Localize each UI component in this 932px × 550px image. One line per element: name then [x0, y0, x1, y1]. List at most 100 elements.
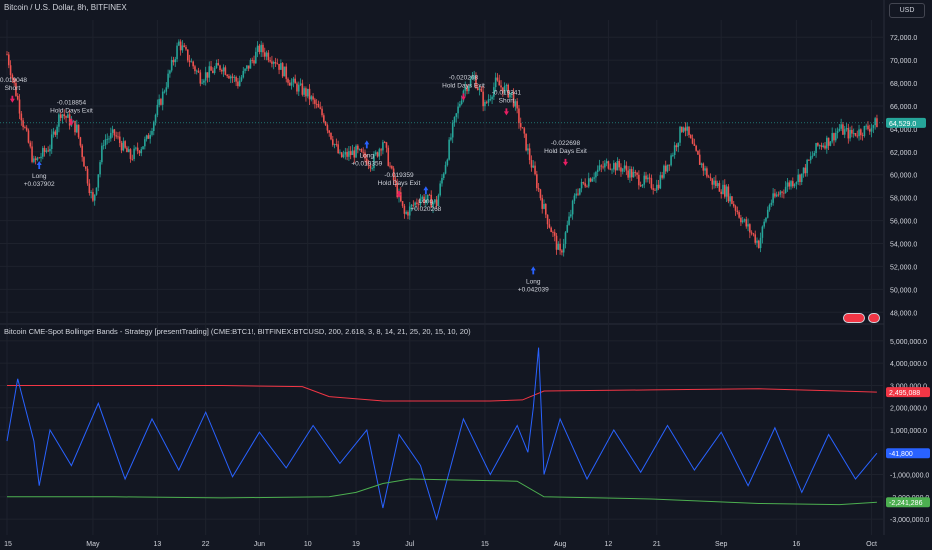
candle-body [691, 138, 694, 144]
candle-body [745, 219, 748, 227]
candle-body [512, 92, 515, 107]
candle-body [455, 113, 458, 117]
candle-body [797, 174, 799, 182]
price-badges: 2,495,088 -41,800 -2,241,286 64,529.0 [0, 117, 930, 508]
indicator-tick-label: 2,000,000.0 [890, 406, 927, 413]
candle-body [580, 182, 583, 189]
candle-body [417, 204, 420, 205]
lower-band-line [7, 478, 877, 506]
candle-body [140, 149, 143, 154]
candle-body [613, 163, 615, 170]
indicator-tick-label: 4,000,000.0 [890, 361, 927, 368]
candle-body [772, 193, 774, 203]
candle-body [550, 227, 552, 233]
candle-body [650, 178, 653, 189]
candle-body [20, 113, 23, 121]
candle-body [681, 126, 683, 132]
candle-body [722, 184, 724, 195]
candle-body [732, 203, 735, 207]
candle-body [59, 114, 62, 118]
upper-band-badge-label: 2,495,088 [889, 390, 920, 397]
candle-body [301, 83, 304, 95]
candle-body [856, 135, 859, 137]
candle-body [466, 86, 468, 92]
candle-body [373, 154, 375, 169]
axes: 72,000.0 70,000.0 68,000.0 66,000.0 64,000.0… [4, 35, 929, 548]
candle-body [16, 95, 19, 100]
candle-body [421, 196, 424, 199]
candle-body [813, 153, 816, 156]
candle-body [340, 152, 343, 158]
candle-body [111, 129, 114, 133]
candle-body [228, 76, 230, 79]
lower-band-badge-label: -2,241,286 [889, 500, 923, 507]
candle-body [659, 175, 662, 189]
candle-body [759, 237, 762, 249]
time-tick-label: Aug [554, 541, 567, 548]
candle-body [799, 174, 801, 182]
candle-body [129, 149, 132, 159]
candle-body [405, 212, 407, 214]
candle-body [396, 182, 399, 197]
candle-body [507, 84, 509, 98]
candle-body [634, 171, 637, 173]
candle-body [607, 161, 610, 169]
candle-body [163, 91, 166, 93]
candle-body [747, 224, 749, 227]
candle-body [596, 169, 599, 173]
marker-label: -0.019359 [384, 172, 414, 179]
candle-body [532, 165, 535, 168]
candle-body [145, 135, 148, 140]
candle-body [740, 217, 742, 223]
time-tick-label: 22 [202, 541, 210, 548]
candle-body [337, 144, 339, 154]
candle-body [428, 194, 431, 196]
candle-body [491, 96, 493, 100]
candle-body [707, 176, 710, 178]
candle-body [83, 157, 85, 167]
candle-body [52, 131, 55, 135]
candle-body [720, 191, 723, 195]
candle-body [468, 86, 470, 92]
candle-body [464, 86, 467, 91]
candle-body [766, 209, 769, 218]
candle-body [638, 174, 640, 186]
time-tick-label: 10 [304, 541, 312, 548]
candle-body [793, 184, 796, 187]
candle-body [315, 103, 318, 105]
candle-body [222, 67, 225, 72]
candle-body [285, 66, 288, 79]
candle-body [67, 114, 69, 118]
candle-body [308, 88, 311, 100]
candle-body [611, 169, 613, 171]
candle-body [516, 101, 518, 109]
candle-body [809, 156, 812, 161]
candle-body [65, 116, 67, 118]
candle-body [652, 188, 654, 190]
time-tick-label: Oct [866, 541, 877, 548]
candle-body [453, 116, 456, 123]
candle-body [645, 175, 647, 180]
candle-body [149, 134, 151, 139]
time-tick-label: 15 [4, 541, 12, 548]
candle-body [292, 78, 295, 83]
marker-sublabel: +0.020268 [410, 206, 441, 213]
candle-body [500, 85, 502, 88]
candle-body [811, 155, 814, 157]
candle-body [783, 192, 785, 194]
long-arrow-icon [364, 140, 370, 149]
candle-body [365, 158, 368, 165]
candle-body [186, 49, 189, 61]
candle-body [278, 63, 280, 70]
candle-body [566, 224, 569, 233]
candle-body [686, 126, 688, 131]
candle-body [274, 62, 277, 64]
candle-body [562, 243, 565, 253]
candle-body [715, 180, 717, 187]
candle-body [138, 150, 141, 154]
candle-body [210, 66, 212, 71]
candle-body [206, 72, 209, 78]
candle-body [647, 177, 649, 180]
currency-button[interactable]: USD [889, 3, 925, 18]
